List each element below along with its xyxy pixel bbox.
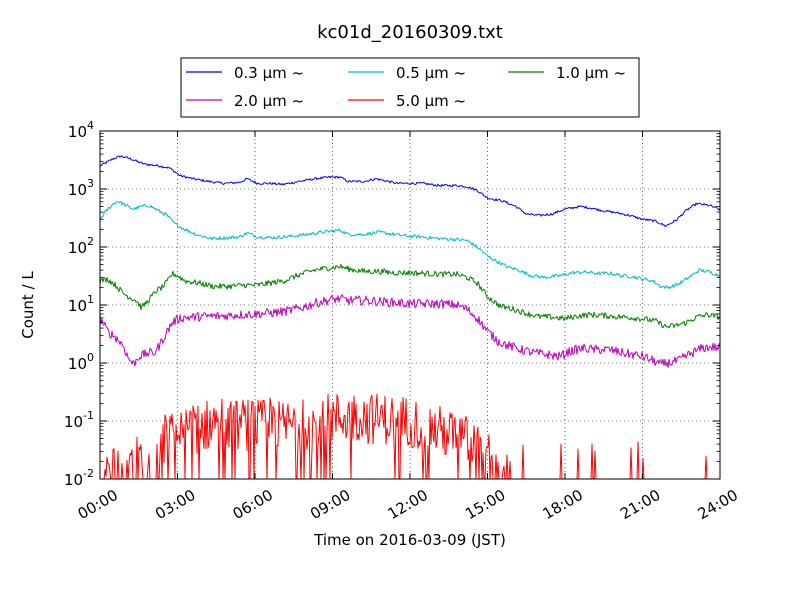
- y-tick-label: 102: [68, 235, 94, 257]
- y-tick-label: 10-1: [64, 409, 94, 431]
- series-layer: [100, 155, 720, 479]
- gridlines: [100, 131, 720, 479]
- series-line-5: [103, 393, 708, 479]
- legend-label-5: 5.0 μm ~: [396, 92, 466, 110]
- y-tick-label: 101: [68, 293, 94, 315]
- y-axis-label: Count / L: [19, 271, 37, 339]
- legend-label-2: 0.5 μm ~: [396, 64, 466, 82]
- legend-label-3: 1.0 μm ~: [556, 64, 626, 82]
- y-tick-label: 10-2: [64, 467, 94, 489]
- series-line-2: [100, 200, 720, 290]
- legend-label-4: 2.0 μm ~: [234, 92, 304, 110]
- axis-ticks: [99, 130, 721, 480]
- legend: 0.3 μm ~ 0.5 μm ~ 1.0 μm ~ 2.0 μm ~ 5.0 μm ~: [180, 57, 640, 118]
- series-line-4: [100, 294, 720, 369]
- x-axis-label: Time on 2016-03-09 (JST): [313, 531, 506, 549]
- chart-title: kc01d_20160309.txt: [317, 22, 503, 43]
- series-line-3: [100, 263, 720, 329]
- legend-frame: [180, 57, 640, 118]
- y-tick-label: 103: [68, 177, 94, 199]
- plot-area: 00:00 03:00 06:00 09:00 12:00 15:00 18:00 21:00…: [64, 119, 741, 523]
- y-tick-label: 104: [68, 119, 94, 141]
- legend-label-1: 0.3 μm ~: [234, 64, 304, 82]
- y-tick-label: 100: [68, 351, 94, 373]
- series-line-1: [100, 155, 720, 227]
